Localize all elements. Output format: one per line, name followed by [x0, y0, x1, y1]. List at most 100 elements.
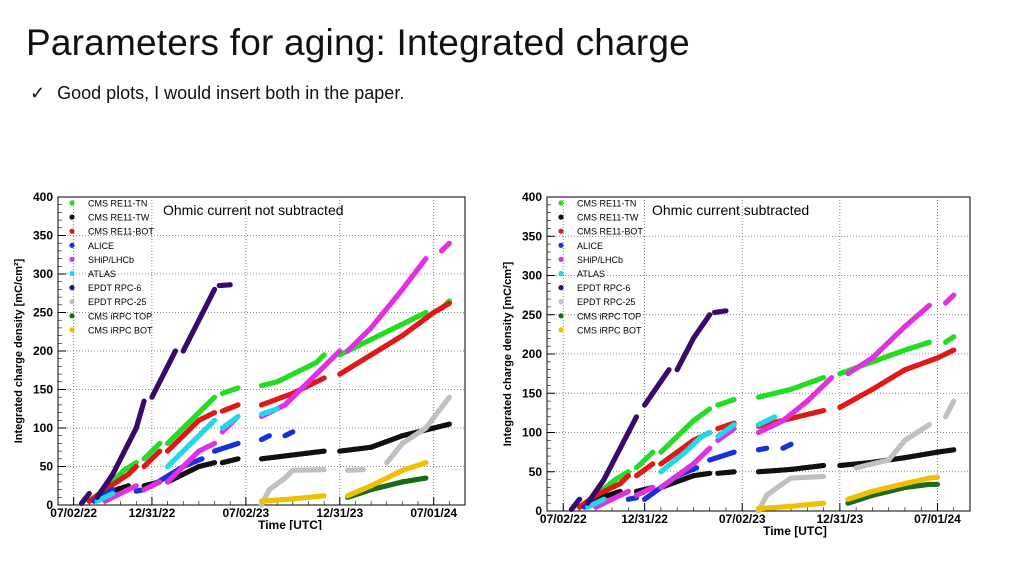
legend-marker — [69, 313, 75, 319]
legend-marker — [69, 270, 75, 277]
y-tick-label: 250 — [33, 306, 53, 320]
data-point — [829, 374, 835, 381]
legend-marker — [558, 313, 564, 319]
legend-label: SHiP/LHCb — [577, 255, 623, 265]
chart-annotation: Ohmic current subtracted — [652, 202, 809, 218]
data-point — [650, 449, 656, 455]
data-point — [172, 348, 179, 354]
data-point — [820, 374, 827, 381]
legend-marker — [558, 214, 564, 220]
data-point — [290, 429, 296, 435]
legend-label: CMS RE11-BOT — [88, 227, 154, 237]
y-tick-label: 50 — [40, 460, 54, 474]
legend-marker — [69, 299, 75, 305]
data-point — [133, 460, 139, 466]
data-point — [820, 500, 827, 506]
data-point — [133, 483, 139, 489]
y-tick-label: 300 — [522, 269, 542, 283]
data-point — [625, 473, 631, 479]
data-point — [934, 481, 941, 487]
legend-label: CMS iRPC BOT — [88, 325, 153, 335]
y-tick-label: 250 — [522, 308, 542, 322]
series-epdt-rpc-6 — [568, 308, 729, 513]
legend-marker — [69, 327, 75, 333]
legend-marker — [69, 285, 75, 291]
data-point — [321, 493, 327, 499]
data-point — [731, 422, 737, 428]
data-point — [446, 421, 452, 427]
data-point — [211, 286, 218, 292]
x-axis-label: Time [UTC] — [763, 524, 827, 538]
legend-label: EPDT RPC-25 — [88, 297, 146, 307]
data-point — [951, 334, 957, 340]
series-cms-irpc-bot — [258, 460, 429, 504]
data-point — [110, 487, 116, 493]
data-point — [321, 448, 327, 454]
data-point — [423, 460, 429, 466]
data-point — [951, 398, 957, 404]
legend-marker — [558, 200, 564, 206]
legend-label: CMS RE11-TW — [88, 213, 150, 223]
data-point — [820, 462, 827, 469]
data-point — [650, 461, 656, 467]
data-point — [633, 414, 640, 420]
legend-label: ALICE — [88, 241, 114, 251]
chart-annotation: Ohmic current not subtracted — [163, 202, 344, 218]
data-point — [211, 410, 218, 416]
data-point — [211, 394, 218, 400]
legend-label: ALICE — [577, 241, 603, 251]
chart-ohmic-not-subtracted: 0 50 100 150 200 250 300 350 400 07/02/22 12/31/22… — [0, 185, 490, 532]
legend-label: EPDT RPC-6 — [577, 283, 630, 293]
x-tick-label: 07/02/23 — [222, 506, 269, 520]
data-point — [625, 488, 631, 494]
x-tick-label: 12/31/22 — [129, 506, 176, 520]
data-point — [274, 406, 280, 412]
data-point — [601, 496, 607, 502]
data-point — [133, 463, 139, 470]
legend-marker — [558, 285, 564, 291]
data-point — [157, 479, 163, 485]
x-tick-label: 07/02/23 — [719, 512, 766, 526]
data-point — [951, 447, 957, 453]
x-tick-label: 07/02/22 — [540, 512, 587, 526]
series-atlas — [94, 406, 280, 504]
x-tick-label: 12/31/22 — [621, 512, 668, 526]
data-point — [321, 375, 327, 381]
chart-ohmic-subtracted: 0 50 100 150 200 250 300 350 400 07/02/22 12/31/22… — [490, 185, 980, 545]
data-point — [926, 422, 932, 428]
legend-marker — [558, 256, 564, 262]
legend-label: ATLAS — [88, 269, 116, 279]
data-point — [707, 470, 713, 476]
y-tick-label: 300 — [33, 267, 53, 281]
y-tick-label: 150 — [33, 383, 53, 397]
data-point — [157, 448, 163, 454]
data-point — [199, 456, 205, 462]
data-point — [266, 433, 272, 439]
data-point — [86, 490, 92, 497]
data-point — [723, 308, 729, 314]
data-point — [110, 490, 116, 497]
series-epdt-rpc-6 — [78, 282, 233, 507]
data-point — [694, 465, 700, 471]
data-point — [360, 466, 366, 473]
data-point — [764, 445, 770, 451]
legend-label: ATLAS — [577, 269, 605, 279]
x-tick-label: 07/01/24 — [914, 512, 961, 526]
data-point — [235, 456, 241, 462]
x-axis-label: Time [UTC] — [258, 518, 322, 530]
data-point — [576, 496, 583, 502]
y-axis-label: Integrated charge density [mC/cm²] — [502, 261, 514, 446]
slide-bullet: ✓ Good plots, I would insert both in the… — [30, 83, 404, 104]
data-point — [926, 302, 932, 308]
x-tick-label: 12/31/23 — [316, 506, 363, 520]
data-point — [820, 407, 827, 414]
series-cms-re11-bot — [86, 300, 452, 504]
slide-title: Parameters for aging: Integrated charge — [26, 22, 690, 63]
y-tick-label: 200 — [522, 347, 542, 361]
legend-marker — [558, 242, 564, 248]
legend-marker — [558, 327, 564, 333]
y-tick-label: 400 — [33, 190, 53, 204]
series-epdt-rpc-25 — [258, 394, 452, 508]
